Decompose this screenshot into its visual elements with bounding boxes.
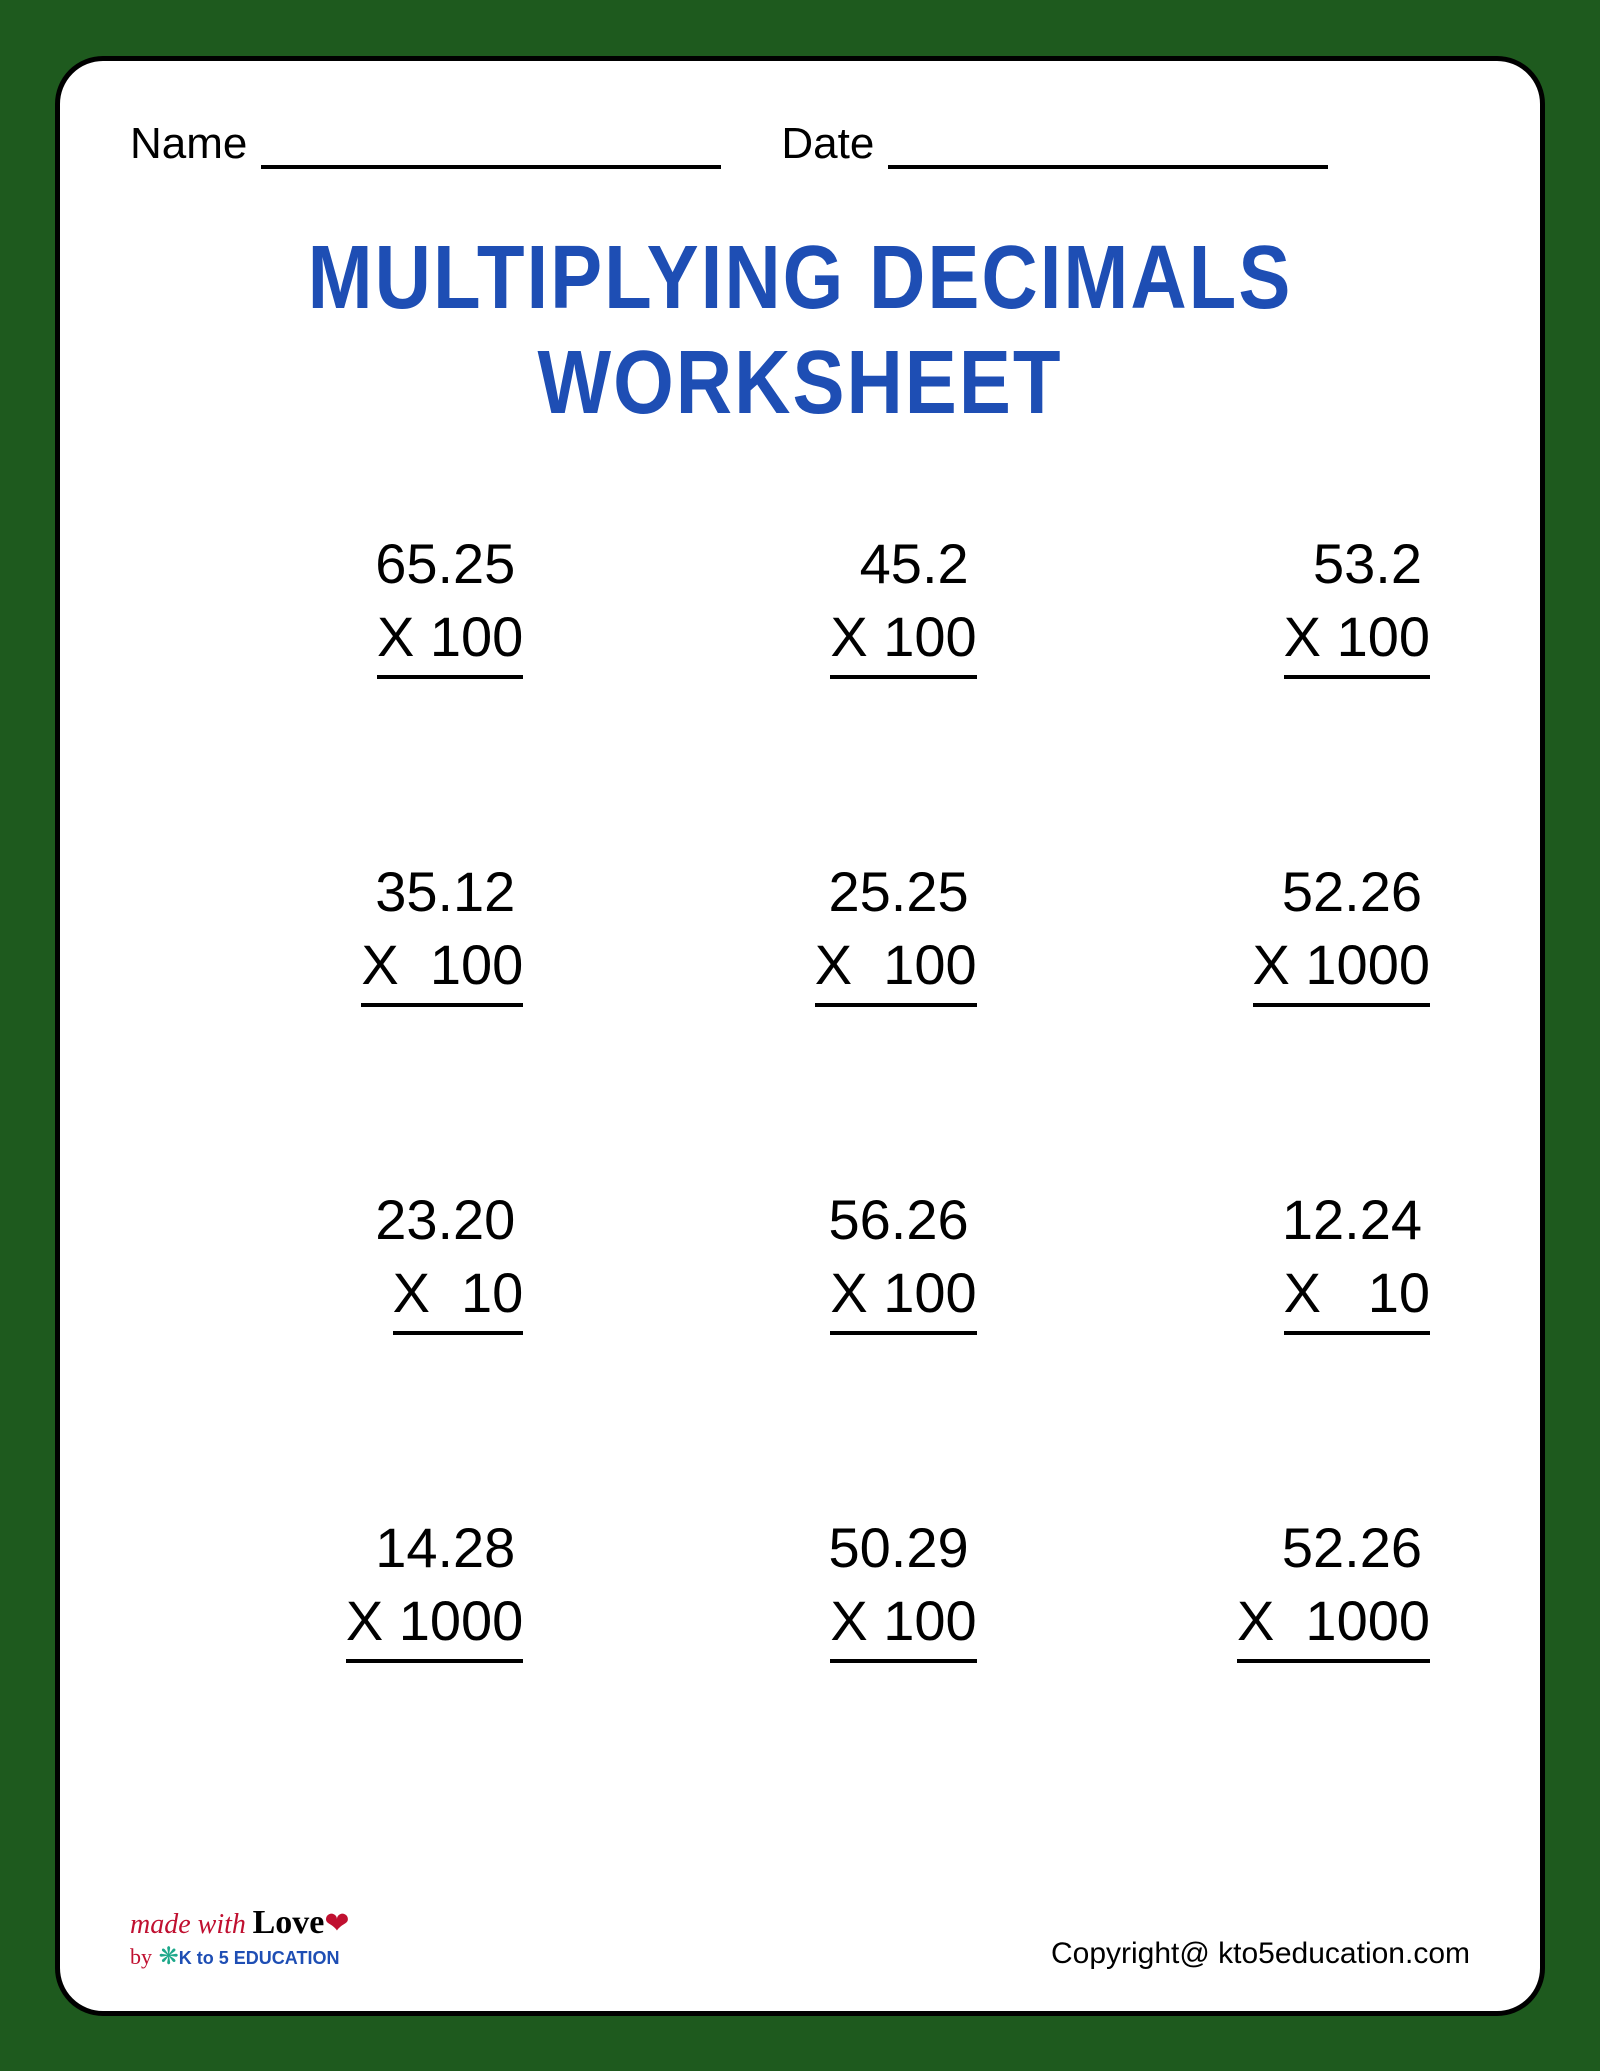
header-row: Name Date (130, 119, 1470, 169)
problem: 14.28 X 1000 (170, 1515, 523, 1663)
multiplier: X 1000 (1253, 932, 1431, 1007)
worksheet-sheet: Name Date MULTIPLYING DECIMALS WORKSHEET… (55, 56, 1545, 2016)
problem: 45.2 X 100 (623, 531, 976, 679)
problem: 56.26 X 100 (623, 1187, 976, 1335)
multiplicand: 45.2 (860, 531, 969, 596)
multiplier: X 100 (361, 932, 523, 1007)
multiplicand: 23.20 (375, 1187, 515, 1252)
multiplier: X 100 (1284, 604, 1430, 679)
multiplier: X 10 (1284, 1260, 1430, 1335)
date-input-line[interactable] (888, 125, 1328, 169)
problem: 50.29 X 100 (623, 1515, 976, 1663)
worksheet-title: MULTIPLYING DECIMALS WORKSHEET (130, 225, 1470, 434)
multiplier: X 100 (830, 604, 976, 679)
problem: 25.25 X 100 (623, 859, 976, 1007)
multiplicand: 25.25 (829, 859, 969, 924)
problems-grid: 65.25 X 100 45.2 X 100 53.2 X 100 35.12 X 10… (130, 531, 1470, 1663)
multiplicand: 56.26 (829, 1187, 969, 1252)
multiplier: X 1000 (1237, 1588, 1430, 1663)
multiplicand: 52.26 (1282, 859, 1422, 924)
multiplier: X 100 (830, 1588, 976, 1663)
date-field: Date (781, 119, 1328, 169)
multiplicand: 35.12 (375, 859, 515, 924)
multiplicand: 53.2 (1313, 531, 1422, 596)
name-field: Name (130, 119, 721, 169)
problem: 52.26 X 1000 (1077, 1515, 1430, 1663)
leaf-icon: ❋ (159, 1943, 179, 1970)
problem: 65.25 X 100 (170, 531, 523, 679)
multiplier: X 10 (393, 1260, 524, 1335)
problem: 52.26 X 1000 (1077, 859, 1430, 1007)
logo-by: by (130, 1944, 152, 1969)
multiplicand: 12.24 (1282, 1187, 1422, 1252)
logo-brand: K to 5 EDUCATION (179, 1948, 340, 1968)
logo-made-with: made with (130, 1909, 246, 1940)
heart-icon: ❤ (324, 1907, 349, 1940)
problem: 12.24 X 10 (1077, 1187, 1430, 1335)
problem: 23.20 X 10 (170, 1187, 523, 1335)
date-label: Date (781, 119, 874, 169)
logo-love: Love (253, 1904, 325, 1941)
multiplier: X 100 (815, 932, 977, 1007)
multiplier: X 100 (830, 1260, 976, 1335)
problem: 35.12 X 100 (170, 859, 523, 1007)
multiplicand: 14.28 (375, 1515, 515, 1580)
copyright-text: Copyright@ kto5education.com (1051, 1937, 1470, 1971)
multiplicand: 65.25 (375, 531, 515, 596)
name-label: Name (130, 119, 247, 169)
name-input-line[interactable] (261, 125, 721, 169)
multiplier: X 1000 (346, 1588, 524, 1663)
multiplicand: 52.26 (1282, 1515, 1422, 1580)
multiplicand: 50.29 (829, 1515, 969, 1580)
made-with-love-logo: made with Love❤ by ❋K to 5 EDUCATION (130, 1904, 349, 1971)
multiplier: X 100 (377, 604, 523, 679)
problem: 53.2 X 100 (1077, 531, 1430, 679)
